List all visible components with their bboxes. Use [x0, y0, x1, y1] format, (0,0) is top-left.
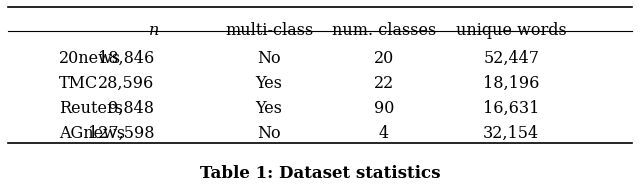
- Text: 32,154: 32,154: [483, 125, 540, 142]
- Text: TMC: TMC: [59, 75, 98, 92]
- Text: No: No: [257, 125, 281, 142]
- Text: num. classes: num. classes: [332, 22, 436, 39]
- Text: multi-class: multi-class: [225, 22, 313, 39]
- Text: 4: 4: [379, 125, 388, 142]
- Text: 28,596: 28,596: [98, 75, 154, 92]
- Text: Yes: Yes: [255, 75, 282, 92]
- Text: No: No: [257, 50, 281, 67]
- Text: 18,196: 18,196: [483, 75, 540, 92]
- Text: n: n: [149, 22, 159, 39]
- Text: Table 1: Dataset statistics: Table 1: Dataset statistics: [200, 165, 440, 182]
- Text: 9,848: 9,848: [108, 100, 154, 117]
- Text: 52,447: 52,447: [483, 50, 539, 67]
- Text: 127,598: 127,598: [88, 125, 154, 142]
- Text: Yes: Yes: [255, 100, 282, 117]
- Text: 20news: 20news: [59, 50, 121, 67]
- Text: unique words: unique words: [456, 22, 566, 39]
- Text: 90: 90: [374, 100, 394, 117]
- Text: Reuters: Reuters: [59, 100, 123, 117]
- Text: 16,631: 16,631: [483, 100, 540, 117]
- Text: 20: 20: [374, 50, 394, 67]
- Text: 22: 22: [374, 75, 394, 92]
- Text: 18,846: 18,846: [98, 50, 154, 67]
- Text: AGnews: AGnews: [59, 125, 125, 142]
